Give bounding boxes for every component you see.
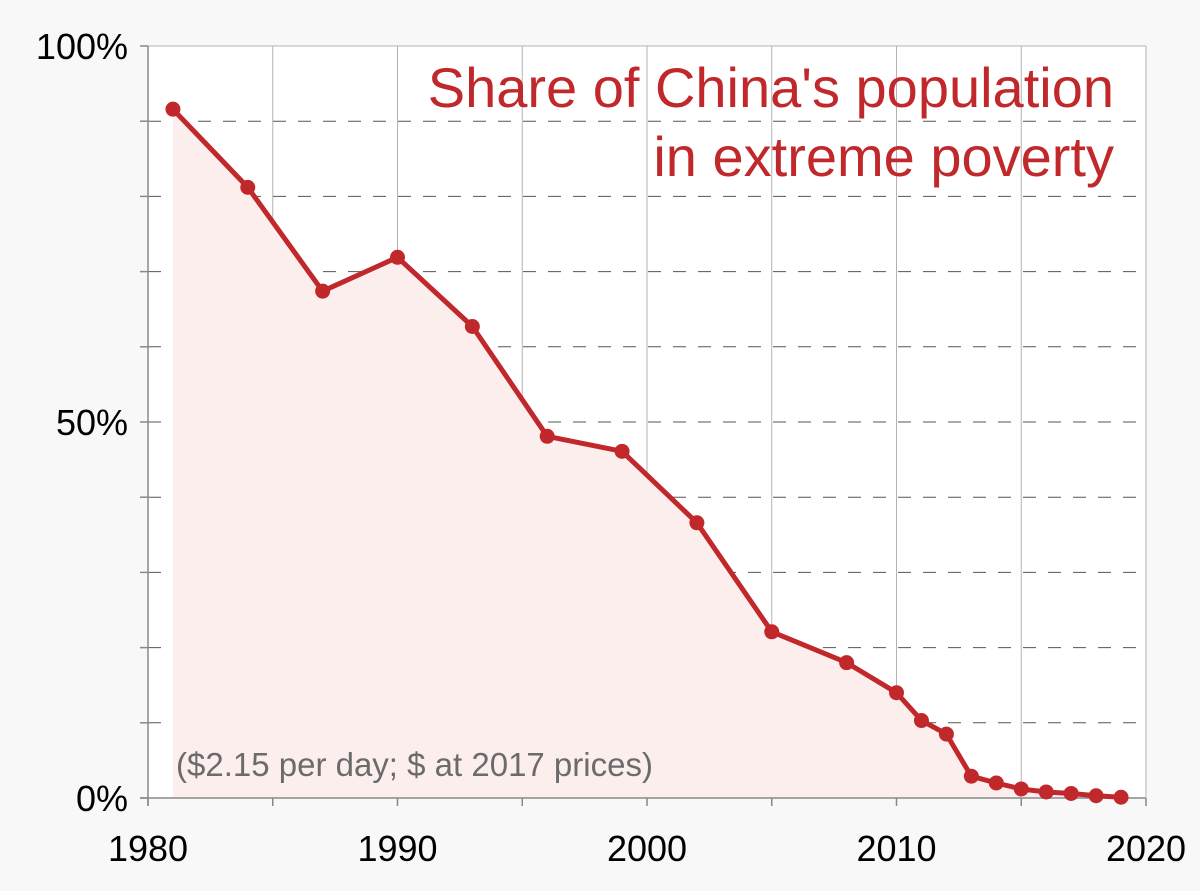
x-tick-label: 2020 (1106, 828, 1186, 869)
x-tick-label: 1990 (357, 828, 437, 869)
data-point (539, 428, 555, 444)
chart-title-line-1: Share of China's population (428, 56, 1114, 119)
data-point (1063, 785, 1079, 801)
data-points (165, 101, 1129, 805)
data-point (240, 179, 256, 195)
data-point (963, 768, 979, 784)
axes (140, 45, 1147, 806)
y-tick-label: 0% (76, 778, 128, 819)
y-tick-label: 50% (56, 402, 128, 443)
series-area-fill (172, 109, 1121, 798)
data-point (913, 713, 929, 729)
data-point (938, 726, 954, 742)
data-point (614, 443, 630, 459)
data-point (390, 249, 405, 265)
chart-note: ($2.15 per day; $ at 2017 prices) (176, 746, 653, 783)
data-point (689, 515, 705, 531)
data-point (315, 283, 331, 299)
data-point (165, 101, 181, 117)
data-point (464, 318, 480, 334)
y-tick-label: 100% (36, 26, 128, 67)
tick-labels: 0% 50% 100% 1980 1990 2000 2010 2020 (36, 26, 1186, 869)
x-tick-label: 1980 (108, 828, 188, 869)
data-point (764, 624, 780, 640)
data-point (839, 655, 855, 671)
x-tick-label: 2000 (607, 828, 687, 869)
data-point (988, 775, 1004, 791)
data-point (889, 685, 904, 701)
x-tick-label: 2010 (856, 828, 936, 869)
data-point (1088, 788, 1104, 804)
chart-title-line-2: in extreme poverty (653, 125, 1114, 188)
data-point (1038, 784, 1054, 800)
data-point (1013, 781, 1029, 797)
data-point (1113, 789, 1129, 805)
